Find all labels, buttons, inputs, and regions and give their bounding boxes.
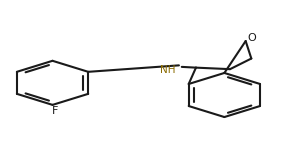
- Text: NH: NH: [160, 65, 175, 75]
- Text: O: O: [247, 33, 256, 43]
- Text: F: F: [52, 106, 59, 116]
